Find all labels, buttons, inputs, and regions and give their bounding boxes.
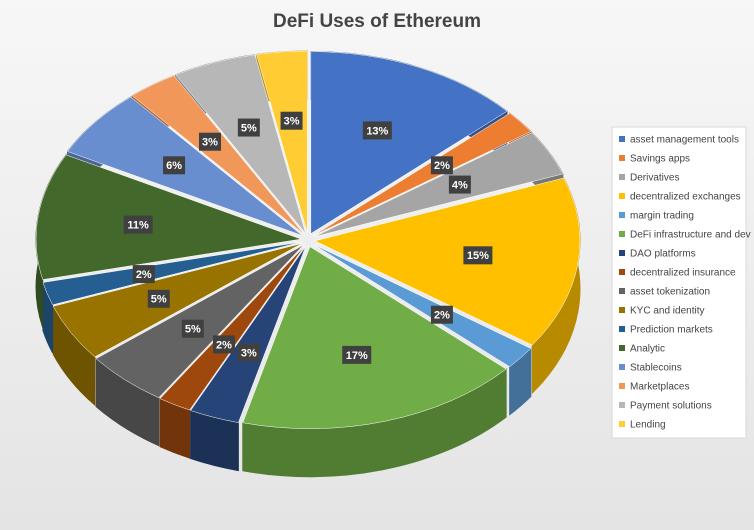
legend-swatch (619, 231, 625, 237)
legend-label: KYC and identity (630, 306, 705, 317)
legend-label: Derivatives (630, 173, 679, 184)
data-label-box (123, 215, 153, 234)
slice (52, 243, 303, 358)
legend-swatch (619, 383, 625, 389)
legend-swatch (619, 326, 625, 332)
legend-label: asset tokenization (630, 287, 710, 298)
data-label: 2% (434, 160, 450, 172)
data-label-box (430, 305, 453, 324)
legend-swatch (619, 269, 625, 275)
legend-label: decentralized insurance (630, 268, 736, 279)
slice (310, 51, 508, 235)
legend-label: asset management tools (630, 135, 739, 146)
data-label: 6% (166, 160, 182, 172)
data-label-box (147, 289, 170, 308)
data-label: 5% (151, 294, 167, 306)
legend-label: Lending (630, 420, 666, 431)
data-label: 3% (241, 347, 257, 359)
slice (314, 177, 581, 346)
slice (256, 50, 308, 234)
legend-label: margin trading (630, 211, 694, 222)
legend-label: Marketplaces (630, 382, 689, 393)
data-label: 11% (127, 220, 149, 232)
slice (190, 246, 306, 423)
legend-label: Savings apps (630, 154, 690, 165)
data-label-box (212, 335, 235, 354)
legend-label: DAO platforms (630, 249, 696, 260)
legend-swatch (619, 345, 625, 351)
legend-box (611, 126, 747, 439)
data-label-box (342, 345, 372, 364)
legend-swatch (619, 288, 625, 294)
legend-label: Stablecoins (630, 363, 682, 374)
slice (313, 112, 532, 236)
slice (314, 132, 564, 238)
data-label: 5% (185, 324, 201, 336)
data-label-box (362, 121, 392, 140)
slice (159, 245, 305, 411)
slice (42, 241, 302, 306)
legend-swatch (619, 212, 625, 218)
data-label-box (181, 319, 204, 338)
legend-swatch (619, 421, 625, 427)
data-label-box (163, 156, 186, 175)
data-label-box (448, 175, 471, 194)
slice (242, 246, 507, 429)
legend-label: Payment solutions (630, 401, 712, 412)
legend-swatch (619, 174, 625, 180)
legend-label: Prediction markets (630, 325, 713, 336)
data-label: 13% (366, 125, 388, 137)
data-label: 3% (284, 116, 300, 128)
data-label: 2% (216, 339, 232, 351)
legend-swatch (619, 155, 625, 161)
data-label-box (132, 265, 155, 284)
data-label: 5% (241, 122, 257, 134)
data-label-box (237, 343, 260, 362)
legend-label: decentralized exchanges (630, 192, 741, 203)
slice (313, 244, 532, 368)
data-label: 2% (136, 269, 152, 281)
data-label-box (237, 118, 260, 137)
legend-swatch (619, 307, 625, 313)
slice (35, 154, 302, 280)
legend-swatch (619, 193, 625, 199)
data-label-box (430, 156, 453, 175)
slice (175, 54, 306, 234)
data-label-box (198, 132, 221, 151)
data-label: 4% (452, 179, 468, 191)
data-label: 17% (346, 350, 368, 362)
legend-label: DeFi infrastructure and dev (630, 230, 751, 241)
legend-label: Analytic (630, 344, 665, 355)
legend-swatch (619, 250, 625, 256)
data-label: 3% (202, 137, 218, 149)
data-label: 2% (434, 310, 450, 322)
chart-title: DeFi Uses of Ethereum (273, 11, 481, 32)
slice (131, 75, 305, 235)
legend-swatch (619, 402, 625, 408)
data-label: 15% (467, 250, 489, 262)
legend-swatch (619, 364, 625, 370)
data-label-box (463, 246, 493, 265)
data-label-box (280, 111, 303, 130)
legend-swatch (619, 136, 625, 142)
